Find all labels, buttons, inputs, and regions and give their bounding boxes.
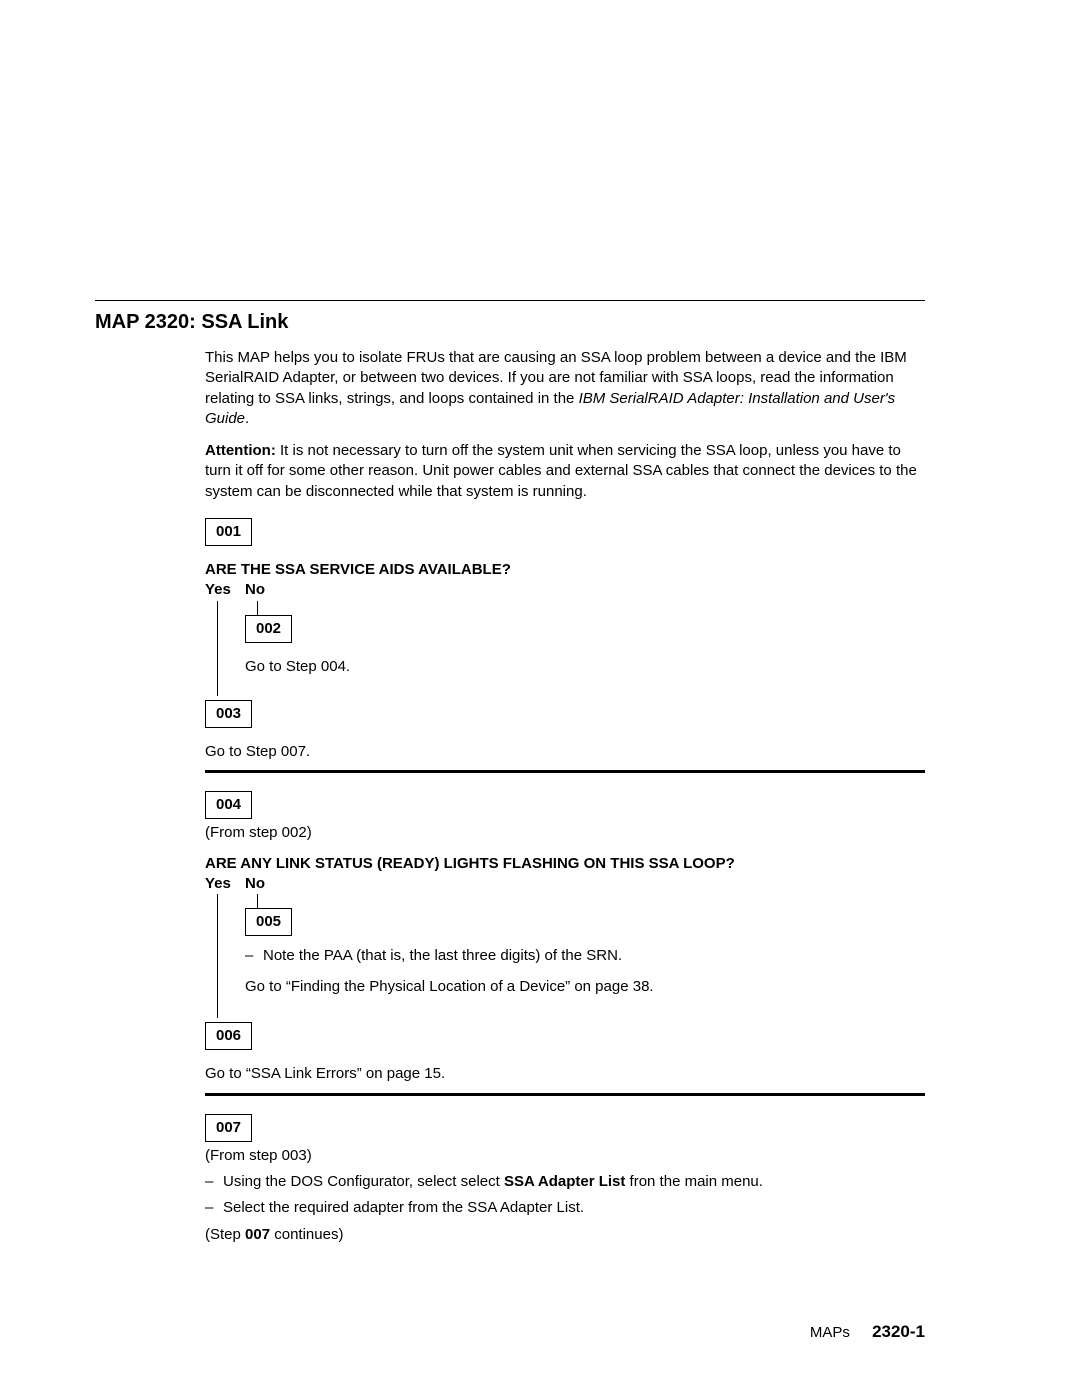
no-label-2: No	[245, 875, 265, 892]
yesno-row-2: YesNo	[205, 874, 925, 894]
from-step-003: (From step 003)	[205, 1146, 925, 1166]
top-rule	[95, 300, 925, 301]
yes-line-2	[217, 894, 218, 1018]
intro-paragraph-1: This MAP helps you to isolate FRUs that …	[205, 348, 925, 429]
step-002-box: 002	[245, 615, 292, 643]
cont-bold: 007	[245, 1226, 270, 1243]
bullet-007-1: –Using the DOS Configurator, select sele…	[205, 1172, 925, 1192]
goto-006: Go to “SSA Link Errors” on page 15.	[205, 1064, 925, 1084]
yes-label-2: Yes	[205, 874, 245, 894]
rule-1	[205, 770, 925, 773]
footer-page: 2320-1	[872, 1322, 925, 1341]
step-007-box: 007	[205, 1114, 252, 1142]
step-001-box: 001	[205, 518, 252, 546]
step-006-box: 006	[205, 1022, 252, 1050]
bullet-007-2: –Select the required adapter from the SS…	[205, 1198, 925, 1218]
question-004: ARE ANY LINK STATUS (READY) LIGHTS FLASH…	[205, 854, 925, 874]
from-step-002: (From step 002)	[205, 823, 925, 843]
step-007-continues: (Step 007 continues)	[205, 1225, 925, 1245]
no-label-1: No	[245, 581, 265, 598]
bullet-007-1a: Using the DOS Configurator, select selec…	[223, 1173, 504, 1190]
footer-label: MAPs	[810, 1324, 850, 1341]
note-005: –Note the PAA (that is, the last three d…	[245, 946, 925, 966]
intro-p1b: .	[245, 410, 249, 427]
attention-label: Attention:	[205, 442, 276, 459]
page-footer: MAPs 2320-1	[810, 1322, 925, 1342]
attention-text: It is not necessary to turn off the syst…	[205, 442, 917, 500]
no-line-1	[257, 601, 258, 615]
note-005-text: Note the PAA (that is, the last three di…	[263, 947, 622, 964]
cont-b: continues)	[270, 1226, 343, 1243]
goto-002: Go to Step 004.	[245, 657, 925, 677]
bullet-007-1b: fron the main menu.	[625, 1173, 763, 1190]
yesno-row-1: YesNo	[205, 580, 925, 600]
bullet-007-2-text: Select the required adapter from the SSA…	[223, 1199, 584, 1216]
no-line-2	[257, 894, 258, 908]
yes-line-1	[217, 601, 218, 696]
goto-003: Go to Step 007.	[205, 742, 925, 762]
question-001: ARE THE SSA SERVICE AIDS AVAILABLE?	[205, 560, 925, 580]
step-003-box: 003	[205, 700, 252, 728]
attention-paragraph: Attention: It is not necessary to turn o…	[205, 441, 925, 502]
yes-label-1: Yes	[205, 580, 245, 600]
step-004-box: 004	[205, 791, 252, 819]
step-005-box: 005	[245, 908, 292, 936]
goto-005: Go to “Finding the Physical Location of …	[245, 977, 925, 997]
cont-a: (Step	[205, 1226, 245, 1243]
bullet-007-1-bold: SSA Adapter List	[504, 1173, 625, 1190]
rule-2	[205, 1093, 925, 1096]
section-title: MAP 2320: SSA Link	[95, 311, 925, 334]
